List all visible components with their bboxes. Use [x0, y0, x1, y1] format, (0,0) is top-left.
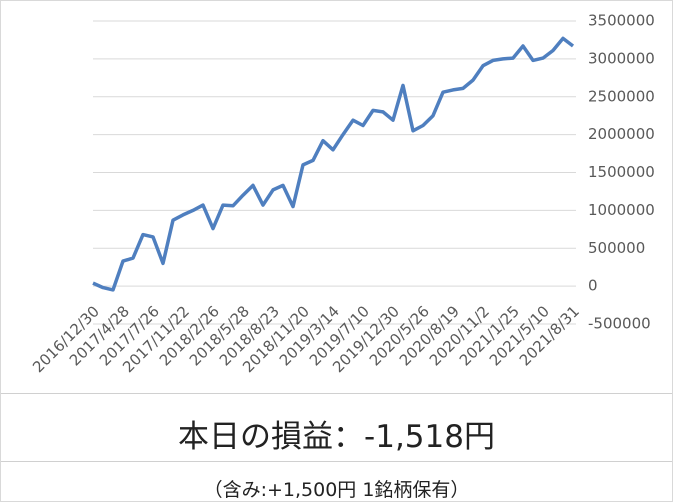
- profit-text: 本日の損益：-1,518円: [178, 419, 495, 455]
- y-tick-label: 3000000: [588, 49, 655, 67]
- y-tick-label: 1000000: [588, 201, 655, 219]
- y-tick-label: 3500000: [588, 12, 655, 30]
- chart: -500000 0 500000 1000000 1500000 2000000 25000…: [29, 12, 655, 377]
- y-tick-label: 1500000: [588, 163, 655, 181]
- y-tick-label: 2000000: [588, 125, 655, 143]
- y-tick-label: 2500000: [588, 87, 655, 105]
- y-tick-label: -500000: [588, 315, 651, 333]
- data-line: [92, 36, 575, 292]
- separator: [1, 461, 672, 462]
- y-tick-label: 500000: [588, 239, 645, 257]
- detail-text: （含み:+1,500円 1銘柄保有）: [203, 479, 470, 501]
- y-tick-label: 0: [588, 277, 598, 295]
- separator: [1, 393, 672, 394]
